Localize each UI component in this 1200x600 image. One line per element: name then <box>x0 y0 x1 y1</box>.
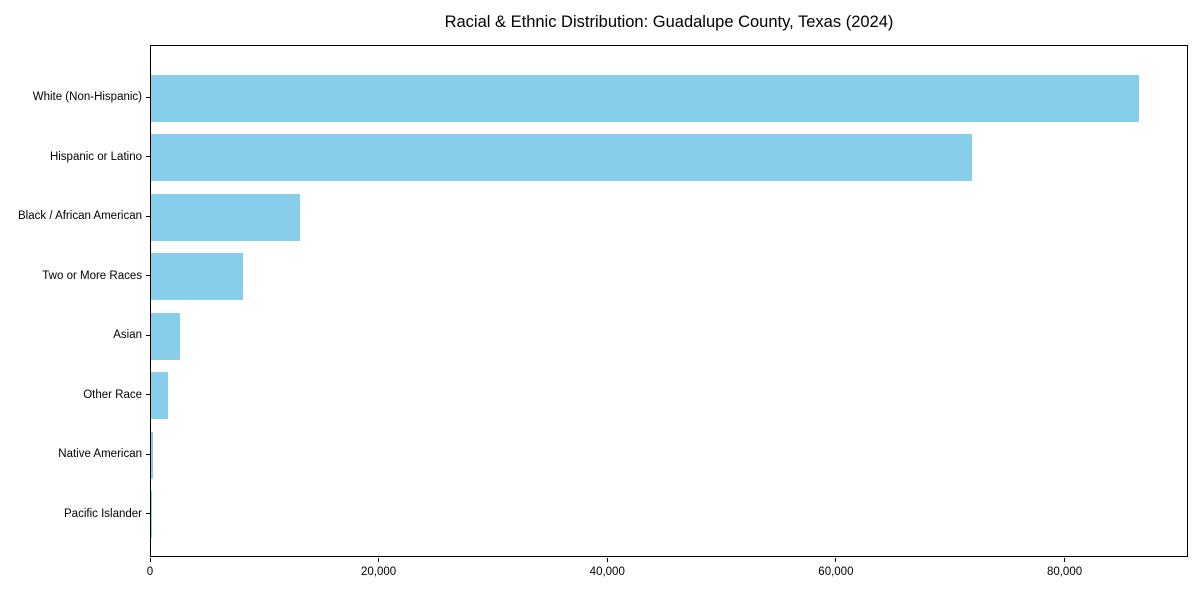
y-tick-mark <box>146 156 150 157</box>
y-tick-mark <box>146 453 150 455</box>
y-tick-label: Two or More Races <box>42 269 142 282</box>
y-tick-label: Hispanic or Latino <box>49 150 142 163</box>
bar <box>151 253 244 300</box>
bar <box>151 312 181 360</box>
y-tick-mark <box>146 513 150 514</box>
y-tick-label: Other Race <box>83 388 142 401</box>
bar <box>151 134 972 181</box>
y-tick-mark <box>146 334 150 336</box>
x-tick-mark <box>606 558 608 562</box>
bar <box>151 491 152 538</box>
y-tick-label: Black / African American <box>18 210 142 222</box>
x-tick-label: 40,000 <box>589 566 625 578</box>
chart-title: Racial & Ethnic Distribution: Guadalupe … <box>444 13 894 31</box>
bar <box>151 74 1139 122</box>
bar <box>151 372 169 419</box>
x-tick-label: 80,000 <box>1046 566 1083 578</box>
y-tick-label: Pacific Islander <box>64 507 142 520</box>
y-tick-mark <box>146 275 150 276</box>
x-tick-mark <box>835 558 837 562</box>
y-tick-mark <box>146 394 150 395</box>
bar <box>151 193 300 241</box>
plot-area <box>150 45 1188 557</box>
x-tick-label: 0 <box>146 566 154 578</box>
bar <box>151 431 154 479</box>
x-tick-label: 20,000 <box>361 566 397 578</box>
y-tick-label: White (Non-Hispanic) <box>32 91 142 103</box>
x-tick-mark <box>1064 558 1066 562</box>
x-tick-label: 60,000 <box>818 566 854 578</box>
y-tick-mark <box>146 215 150 217</box>
x-tick-mark <box>378 558 380 562</box>
y-tick-mark <box>146 96 150 98</box>
x-tick-mark <box>149 558 151 562</box>
y-tick-label: Native American <box>58 448 142 460</box>
y-tick-label: Asian <box>113 329 142 341</box>
